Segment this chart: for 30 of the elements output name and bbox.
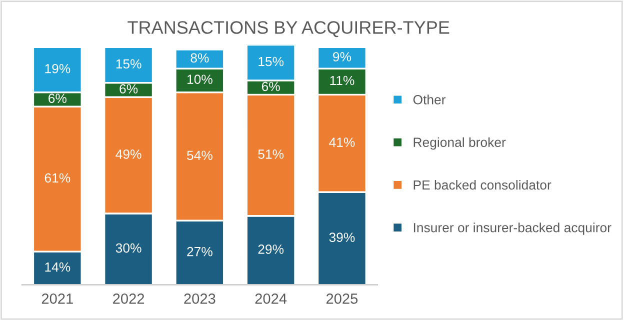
x-tick-label: 2021	[42, 294, 73, 304]
x-tick-label: 2022	[113, 294, 144, 304]
legend-label: Insurer or insurer-backed acquiror	[414, 222, 612, 235]
x-tick-label: 2025	[326, 294, 358, 304]
chart-title: TRANSACTIONS BY ACQUIRER-TYPE	[128, 21, 450, 38]
data-label: 15%	[258, 56, 284, 66]
data-label: 6%	[48, 94, 66, 103]
legend-label: PE backed consolidator	[414, 180, 552, 190]
data-label: 30%	[116, 243, 142, 253]
data-label: 8%	[190, 53, 209, 63]
data-label: 19%	[45, 64, 70, 74]
data-label: 14%	[45, 262, 70, 272]
data-label: 15%	[116, 59, 142, 69]
data-label: 54%	[187, 150, 212, 160]
data-label: 6%	[262, 82, 280, 92]
data-label: 61%	[44, 173, 70, 183]
data-label: 6%	[120, 84, 138, 94]
data-label: 9%	[333, 52, 352, 62]
data-label: 51%	[258, 150, 284, 159]
data-label: 49%	[116, 149, 142, 159]
data-label: 29%	[258, 244, 284, 254]
data-label: 10%	[187, 74, 212, 84]
legend-label: Other	[413, 94, 446, 104]
data-label: 39%	[329, 232, 355, 242]
data-label: 11%	[330, 76, 354, 86]
data-label: 41%	[329, 138, 355, 147]
data-label: 27%	[187, 246, 212, 256]
legend-label: Regional broker	[414, 137, 506, 150]
x-tick-label: 2023	[184, 294, 216, 304]
x-tick-label: 2024	[255, 294, 287, 304]
